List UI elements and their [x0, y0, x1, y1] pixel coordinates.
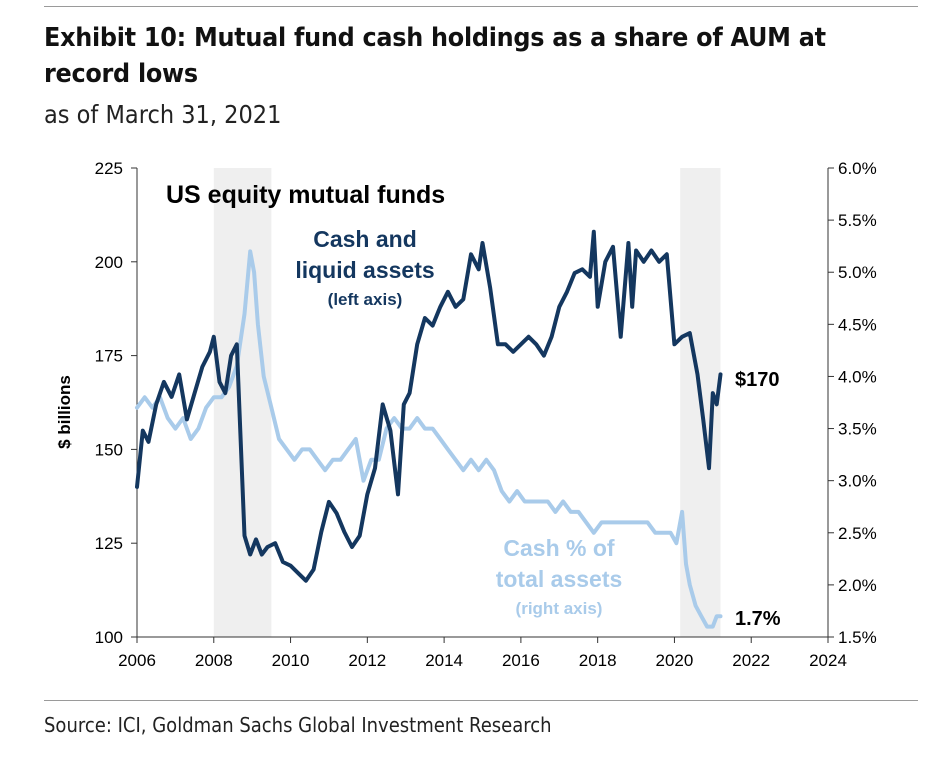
y2-tick-label: 2.5% [838, 524, 877, 543]
y-tick-label: 225 [95, 159, 123, 178]
x-tick-label: 2016 [502, 651, 540, 670]
chart-title: US equity mutual funds [166, 181, 445, 209]
y2-tick-label: 4.5% [838, 315, 877, 334]
y2-tick-label: 5.5% [838, 211, 877, 230]
top-rule [44, 6, 918, 7]
x-tick-label: 2014 [425, 651, 463, 670]
y2-tick-label: 6.0% [838, 159, 877, 178]
cash-series-axis-note: (left axis) [328, 290, 403, 309]
y2-tick-label: 2.0% [838, 576, 877, 595]
y-tick-label: 100 [95, 628, 123, 647]
line-chart: 100 125 150 175 200 225 1.5% 2.0% 2.5% 3.0% 3.5% 4.… [55, 159, 877, 670]
cash-end-label: $170 [735, 369, 780, 391]
exhibit-subtitle: as of March 31, 2021 [44, 100, 282, 129]
pct-series-label-line2: total assets [496, 566, 623, 592]
cash-series-label-line1: Cash and [313, 226, 417, 252]
x-tick-label: 2024 [809, 651, 847, 670]
series-lines [135, 229, 723, 629]
y2-tick-label: 3.5% [838, 420, 877, 439]
axes: 100 125 150 175 200 225 1.5% 2.0% 2.5% 3.0% 3.5% 4.… [95, 159, 877, 670]
y-axis-label: $ billions [55, 375, 74, 449]
pct-end-label: 1.7% [735, 608, 781, 630]
recession-band-0 [213, 168, 272, 637]
pct-series-label-line1: Cash % of [503, 535, 615, 561]
x-tick-label: 2010 [272, 651, 310, 670]
x-tick-label: 2012 [348, 651, 386, 670]
x-tick-label: 2018 [579, 651, 617, 670]
y-tick-label: 150 [95, 440, 123, 459]
cash-series-label-line2: liquid assets [295, 257, 434, 283]
bottom-rule [44, 700, 918, 701]
y-tick-label: 200 [95, 253, 123, 272]
y-tick-label: 125 [95, 534, 123, 553]
x-tick-label: 2022 [732, 651, 770, 670]
y2-tick-label: 4.0% [838, 367, 877, 386]
x-tick-label: 2008 [195, 651, 233, 670]
x-tick-label: 2020 [656, 651, 694, 670]
cash-pct-line [135, 249, 723, 629]
y2-tick-label: 1.5% [838, 628, 877, 647]
exhibit-title: Exhibit 10: Mutual fund cash holdings as… [44, 23, 826, 89]
cash-liquid-assets-line [135, 229, 723, 583]
source-note: Source: ICI, Goldman Sachs Global Invest… [44, 713, 552, 737]
y-tick-label: 175 [95, 347, 123, 366]
y2-tick-label: 5.0% [838, 263, 877, 282]
y2-tick-label: 3.0% [838, 472, 877, 491]
x-tick-label: 2006 [118, 651, 156, 670]
pct-series-axis-note: (right axis) [516, 599, 603, 618]
